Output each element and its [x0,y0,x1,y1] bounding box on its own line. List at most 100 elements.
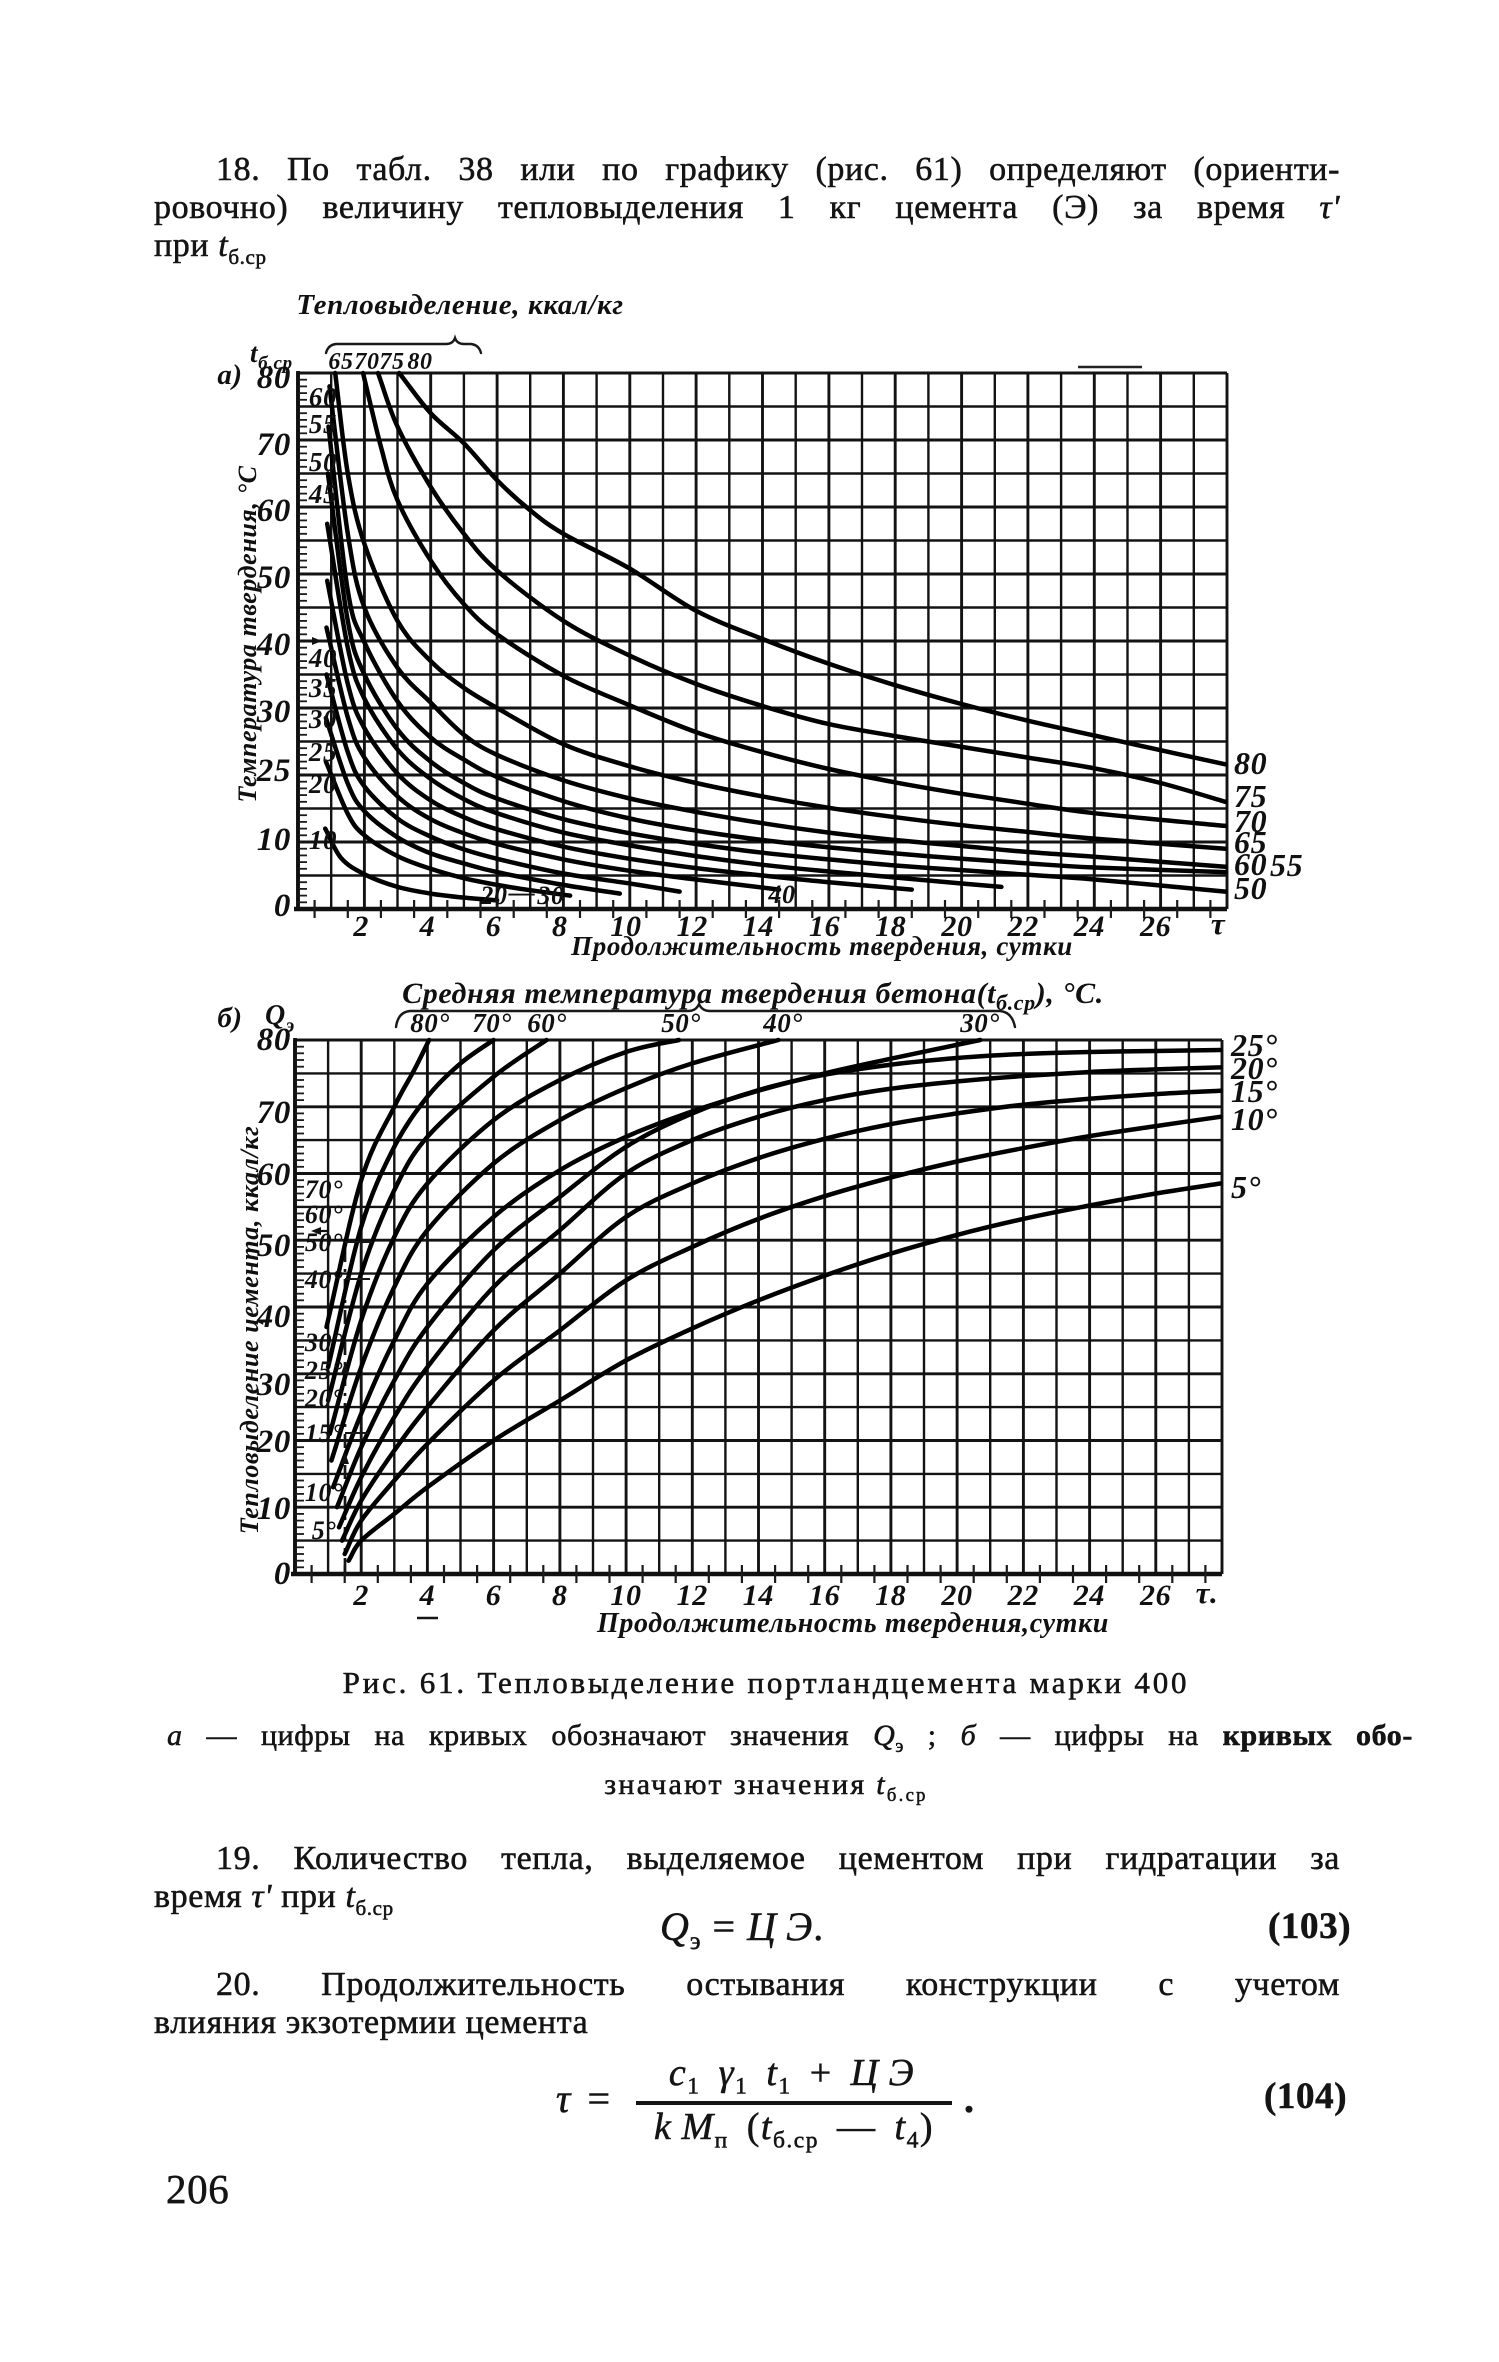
svg-text:65: 65 [1234,824,1267,860]
svg-text:22: 22 [1007,1579,1039,1612]
svg-text:10: 10 [610,910,641,943]
svg-text:60: 60 [309,382,337,412]
svg-text:Продолжительность твердения,су: Продолжительность твердения,сутки [596,1608,1109,1639]
svg-text:40: 40 [767,880,795,909]
svg-text:τ: τ [1211,906,1226,941]
svg-text:10: 10 [610,1579,641,1612]
svg-text:10: 10 [257,1491,291,1527]
svg-text:Тепловыделение цемента, ккал/к: Тепловыделение цемента, ккал/кг [235,1126,264,1535]
svg-text:60°: 60° [527,1008,567,1038]
svg-text:25: 25 [308,737,337,767]
svg-text:30: 30 [536,881,564,910]
svg-text:2: 2 [352,1579,369,1612]
svg-text:60°: 60° [305,1200,343,1229]
svg-text:12: 12 [677,1579,708,1612]
svg-text:0: 0 [274,1556,291,1592]
svg-text:10°: 10° [305,1478,343,1507]
svg-text:60: 60 [1234,846,1267,882]
svg-text:70: 70 [257,427,291,463]
svg-text:55: 55 [1270,847,1303,883]
svg-text:25: 25 [256,753,291,789]
svg-text:26: 26 [1139,910,1171,943]
svg-text:8: 8 [552,910,568,943]
svg-text:Температура твердения, °С: Температура твердения, °С [233,465,262,802]
svg-text:10°: 10° [1231,1101,1278,1137]
svg-text:τ.: τ. [1196,1575,1219,1610]
svg-text:40: 40 [256,627,291,663]
svg-text:40°: 40° [762,1008,803,1038]
svg-text:80: 80 [407,349,432,375]
svg-text:65: 65 [328,349,353,375]
svg-text:6: 6 [486,910,502,943]
svg-text:30°: 30° [304,1328,343,1357]
svg-text:35: 35 [308,673,337,703]
svg-text:5°: 5° [1231,1169,1261,1205]
svg-text:15°: 15° [1231,1073,1278,1109]
svg-text:20: 20 [940,1579,972,1612]
svg-text:15°: 15° [305,1419,343,1448]
svg-text:75: 75 [1234,778,1267,814]
svg-text:20: 20 [940,910,972,943]
svg-text:50: 50 [257,560,291,596]
svg-text:16: 16 [809,1579,840,1612]
svg-text:8: 8 [552,1579,568,1612]
svg-text:55: 55 [309,409,337,439]
svg-text:—: — [508,878,536,907]
svg-text:20: 20 [256,1424,291,1460]
svg-text:80: 80 [257,1022,291,1058]
svg-text:22: 22 [1007,910,1039,943]
svg-text:40: 40 [308,643,337,673]
svg-text:80: 80 [257,360,291,396]
svg-text:Средняя температура твердения: Средняя температура твердения бетона(tб.… [402,977,1104,1015]
svg-text:60: 60 [257,1157,291,1193]
svg-text:0: 0 [274,888,291,924]
svg-text:18: 18 [875,1579,906,1612]
svg-text:40°: 40° [304,1265,343,1294]
svg-text:30: 30 [256,694,291,730]
svg-text:70°: 70° [472,1008,512,1038]
svg-text:12: 12 [677,910,708,943]
svg-text:14: 14 [743,910,774,943]
svg-text:30°: 30° [959,1008,1000,1038]
svg-text:60: 60 [257,493,291,529]
svg-text:5°: 5° [312,1516,337,1545]
svg-text:14: 14 [743,1579,774,1612]
svg-text:50: 50 [257,1228,291,1264]
svg-text:80°: 80° [410,1008,450,1038]
svg-text:50: 50 [309,447,337,477]
svg-text:70: 70 [1234,803,1267,839]
svg-text:4: 4 [419,1579,436,1612]
svg-text:70: 70 [257,1095,291,1131]
svg-text:24: 24 [1073,1579,1105,1612]
svg-text:25°: 25° [304,1356,343,1385]
svg-text:40: 40 [256,1299,291,1335]
svg-text:20: 20 [308,769,337,799]
svg-text:26: 26 [1139,1579,1171,1612]
svg-text:45: 45 [308,479,337,509]
svg-text:70°: 70° [305,1175,343,1204]
svg-text:4: 4 [419,910,436,943]
svg-text:10: 10 [257,822,291,858]
svg-text:20°: 20° [304,1384,343,1413]
svg-text:50°: 50° [661,1008,701,1038]
svg-text:80: 80 [1234,745,1267,781]
svg-text:50: 50 [1234,870,1267,906]
svg-text:20°: 20° [1230,1050,1278,1086]
svg-text:30: 30 [308,704,337,734]
svg-text:10: 10 [309,825,337,855]
svg-text:6: 6 [486,1579,502,1612]
svg-text:а): а) [217,359,242,391]
svg-text:30: 30 [256,1367,291,1403]
svg-text:Продолжительность твердения, с: Продолжительность твердения, сутки [570,931,1073,961]
svg-text:70: 70 [354,349,379,375]
svg-text:24: 24 [1073,910,1105,943]
svg-text:20: 20 [479,881,507,910]
svg-text:18: 18 [875,910,906,943]
svg-text:2: 2 [352,910,369,943]
svg-text:25°: 25° [1230,1027,1278,1063]
svg-text:50°: 50° [305,1228,343,1257]
svg-text:б): б) [217,1002,242,1034]
svg-text:Тепловыделение, ккал/кг: Тепловыделение, ккал/кг [296,289,623,321]
svg-text:75: 75 [379,349,404,375]
svg-text:16: 16 [809,910,840,943]
